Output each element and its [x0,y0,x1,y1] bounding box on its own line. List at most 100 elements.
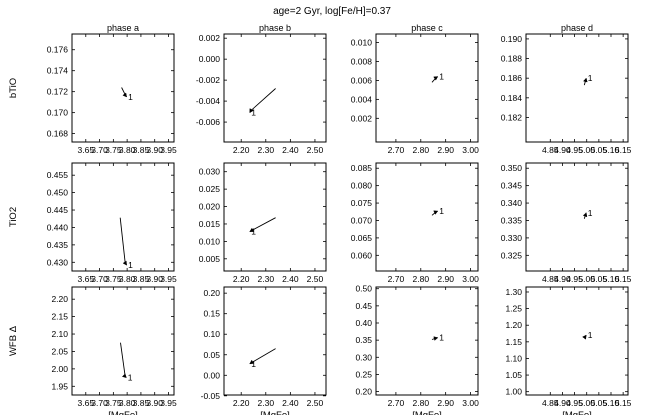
figure-title: age=2 Gyr, log[Fe/H]=0.37 [273,6,391,17]
x-tick-label: 5.15 [615,145,632,155]
y-tick-label: 0.345 [501,181,523,191]
x-tick-label: 3.65 [78,398,95,408]
panel-title: phase b [259,23,291,33]
x-tick-label: 2.80 [413,145,430,155]
series-arrowhead [122,92,127,98]
series-line [120,342,127,378]
y-tick-label: 2.05 [51,346,68,356]
panel-1-1: 3.653.703.753.803.853.903.95 0.168 0.170 0.… [8,23,177,155]
x-tick-label: 2.50 [307,145,324,155]
panel-2-3: 2.70 2.80 2.90 3.00 0.085 0.080 0.075 0.070 0.06… [351,162,479,284]
point-label: 1 [128,260,133,270]
y-tick-label: 0.060 [351,250,373,260]
panel-title: phase d [561,23,593,33]
x-tick-label: 3.65 [78,274,95,284]
y-tick-label: 1.05 [505,370,522,380]
x-tick-label: 4.95 [566,274,583,284]
x-tick-label: 2.20 [233,398,250,408]
y-tick-label: 0.172 [47,87,69,97]
x-tick-label: 3.75 [105,145,122,155]
series-arrowhead [433,336,439,341]
series-arrowhead [433,76,439,81]
axes-frame [71,286,175,396]
x-tick-label: 2.30 [258,398,275,408]
x-tick-label: 2.20 [233,274,250,284]
y-tick-label: 1.25 [505,304,522,314]
x-tick-label: 3.80 [119,398,136,408]
x-tick-label: 2.20 [233,145,250,155]
point-label: 1 [251,108,256,118]
series-arrowhead [121,373,127,378]
y-tick-label: 1.10 [505,353,522,363]
y-axis-label: WFB Δ [8,325,19,356]
y-tick-label: 2.00 [51,364,68,374]
x-tick-label: 5.15 [615,398,632,408]
x-tick-label: 3.95 [160,274,177,284]
y-tick-label: 0.330 [501,233,523,243]
y-tick-label: 0.190 [501,34,523,44]
x-tick-label: 3.80 [119,274,136,284]
series-arrowhead [249,108,254,114]
point-label: 1 [588,330,593,340]
y-tick-label: 0.455 [47,170,69,180]
panel-1-2: 2.20 2.30 2.40 2.50 0.002 0.000 -0.002 -0.004 -0… [196,23,327,155]
y-tick-label: 0.170 [47,108,69,118]
y-tick-label: 2.10 [51,329,68,339]
y-tick-label: 0.340 [501,198,523,208]
panel-2-1: 3.653.703.753.803.853.903.95 0.455 0.450 0.… [8,162,177,284]
y-tick-label: 0.008 [351,56,373,66]
x-tick-label: 2.50 [307,398,324,408]
x-tick-label: 3.90 [146,398,163,408]
point-label: 1 [588,208,593,218]
y-tick-label: 2.15 [51,312,68,322]
x-tick-label: 5.10 [603,145,620,155]
y-tick-label: 0.065 [351,233,373,243]
axes-frame [223,33,327,143]
y-tick-label: 0.445 [47,205,69,215]
x-tick-label: 4.95 [566,145,583,155]
x-tick-label: 4.90 [554,398,571,408]
x-tick-label: 5.05 [591,145,608,155]
point-label: 1 [439,206,444,216]
y-tick-label: 0.010 [351,38,373,48]
series-arrowhead [122,260,127,266]
x-tick-label: 3.80 [119,145,136,155]
axes-frame [525,33,629,143]
y-tick-label: 0.182 [501,112,523,122]
x-tick-label: 5.15 [615,274,632,284]
x-tick-label: 3.85 [133,145,150,155]
y-tick-label: 0.010 [199,236,221,246]
axes-frame [375,286,479,396]
series-arrowhead [582,334,587,340]
x-tick-label: 3.00 [462,274,479,284]
point-label: 1 [128,373,133,383]
x-axis-label: [MgFe] [412,410,442,415]
x-tick-label: 2.70 [388,145,405,155]
x-tick-label: 4.95 [566,398,583,408]
x-tick-label: 3.75 [105,274,122,284]
series-line [119,217,127,266]
point-label: 1 [439,72,444,82]
panel-2-4: 4.854.904.955.005.055.105.15 0.350 0.345 0.… [501,162,632,284]
axes-frame [375,162,479,272]
y-tick-label: 0.20 [203,288,220,298]
series-arrowhead [249,227,255,232]
y-tick-label: 0.006 [351,75,373,85]
point-label: 1 [439,333,444,343]
x-tick-label: 4.85 [542,398,559,408]
panel-title: phase a [107,23,139,33]
panel-3-3: 2.70 2.80 2.90 3.00 0.50 0.45 0.40 0.35 0.30 0.25… [355,284,479,415]
x-tick-label: 3.75 [105,398,122,408]
axes-frame [71,33,175,143]
panel-grid: 3.653.703.753.803.853.903.950.1680.1700.… [8,23,632,415]
y-tick-label: 0.435 [47,240,69,250]
point-label: 1 [128,92,133,102]
y-tick-label: 0.05 [203,350,220,360]
y-tick-label: 0.025 [199,184,221,194]
panel-1-3: 2.70 2.80 2.90 3.00 0.002 0.004 0.006 0.008 0.01… [351,23,479,155]
y-tick-label: 0.188 [501,54,523,64]
x-tick-label: 5.05 [591,274,608,284]
y-tick-label: 0.450 [47,188,69,198]
y-tick-label: 0.002 [351,113,373,123]
